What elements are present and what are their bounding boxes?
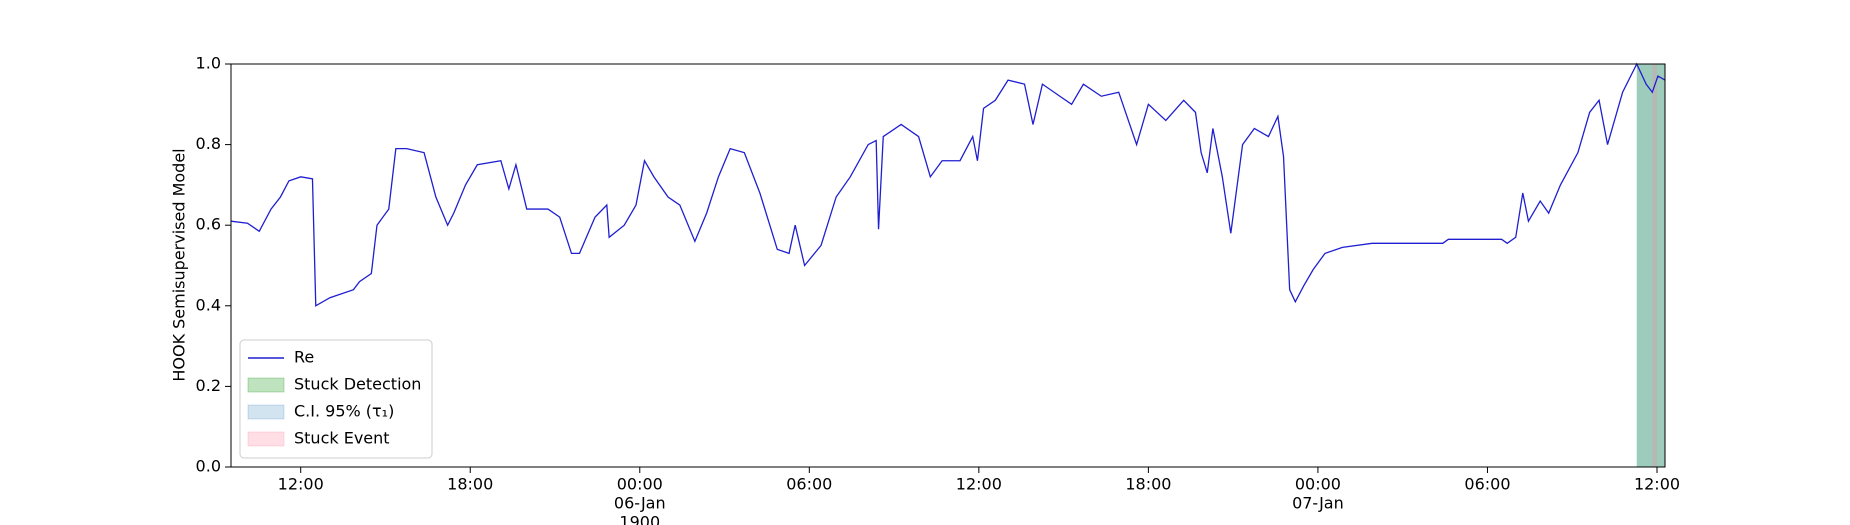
x-tick-label: 12:00 [956, 475, 1002, 494]
x-tick-label: 1900 [619, 513, 660, 525]
x-tick-label: 06-Jan [614, 494, 666, 513]
y-tick-label: 0.4 [196, 295, 221, 314]
x-tick-label: 18:00 [1125, 475, 1171, 494]
x-tick-label: 12:00 [1634, 475, 1680, 494]
legend-patch [247, 377, 285, 393]
x-tick-label: 12:00 [278, 475, 324, 494]
legend-label: Stuck Detection [294, 375, 421, 394]
y-tick-label: 0.8 [196, 134, 221, 153]
legend-box [239, 339, 433, 459]
x-tick-label: 07-Jan [1292, 494, 1344, 513]
span [1652, 64, 1657, 467]
legend-label: Stuck Event [294, 429, 390, 448]
x-tick-label: 06:00 [786, 475, 832, 494]
x-tick-label: 00:00 [1295, 475, 1341, 494]
plot-frame [230, 63, 1666, 468]
y-tick-label: 0.0 [196, 457, 221, 476]
span [1636, 64, 1665, 467]
legend-patch [247, 431, 285, 447]
data-line [230, 62, 1666, 307]
y-tick-label: 1.0 [196, 54, 221, 73]
y-tick-label: 0.2 [196, 376, 221, 395]
legend-patch [247, 404, 285, 420]
legend-label: C.I. 95% (τ₁) [294, 402, 394, 421]
span [1636, 64, 1665, 467]
x-tick-label: 00:00 [617, 475, 663, 494]
legend-label: Re [294, 348, 314, 367]
y-tick-label: 0.6 [196, 215, 221, 234]
x-tick-label: 18:00 [447, 475, 493, 494]
y-axis-label: HOOK Semisupervised Model [170, 148, 189, 381]
x-tick-label: 06:00 [1464, 475, 1510, 494]
